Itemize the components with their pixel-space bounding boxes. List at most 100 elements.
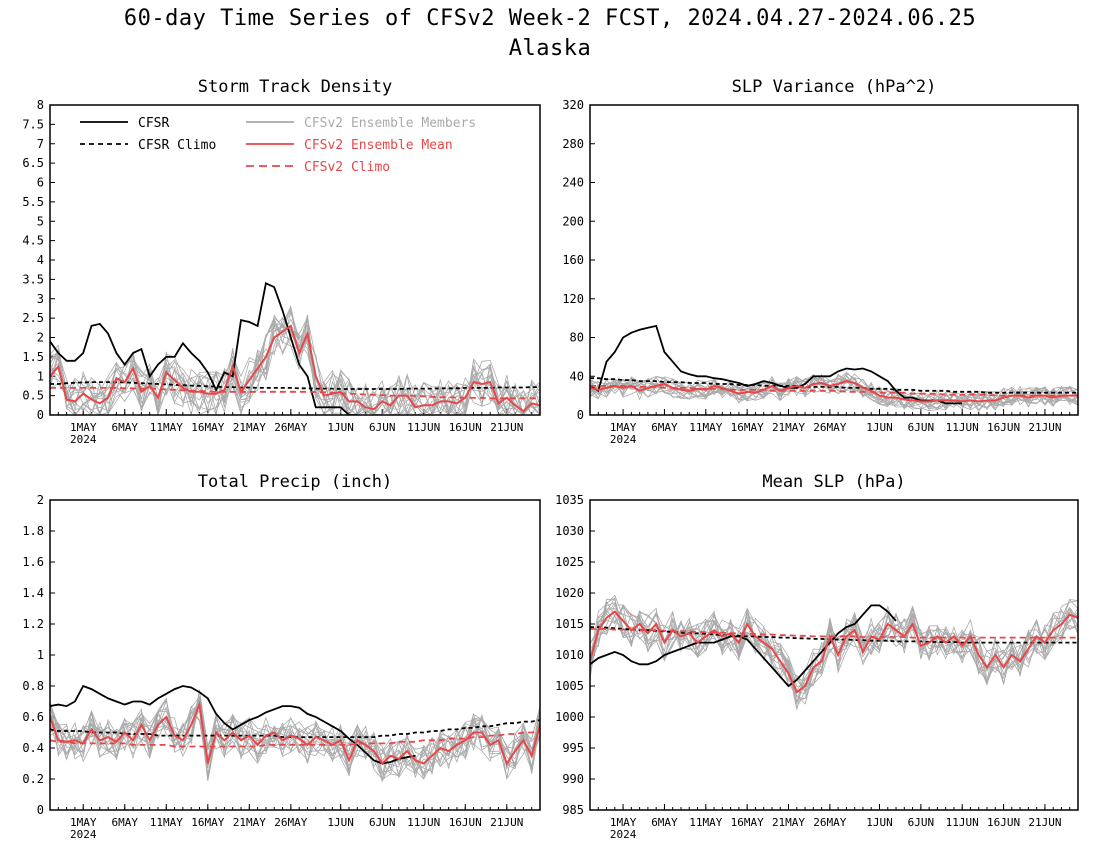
x-tick-label: 1JUN bbox=[866, 816, 893, 829]
y-tick-label: 1015 bbox=[555, 617, 584, 631]
panel-title: Total Precip (inch) bbox=[198, 472, 392, 492]
plot-frame bbox=[589, 499, 1079, 811]
y-tick-label: 120 bbox=[562, 292, 584, 306]
y-tick-label: 40 bbox=[570, 369, 584, 383]
ensemble-member-line bbox=[50, 318, 540, 415]
x-tick-label: 6MAY bbox=[111, 421, 138, 434]
y-tick-label: 1000 bbox=[555, 710, 584, 724]
cfsr-line bbox=[590, 324, 963, 405]
x-tick-label: 21MAY bbox=[233, 816, 266, 829]
ensemble-member-line bbox=[590, 376, 1078, 409]
x-tick-label: 6MAY bbox=[111, 816, 138, 829]
x-tick-label: 11MAY bbox=[689, 421, 722, 434]
x-tick-label: 6JUN bbox=[369, 421, 396, 434]
cfsr-line bbox=[590, 604, 897, 688]
x-tick-label: 21JUN bbox=[490, 421, 523, 434]
cfsv2-climo-line bbox=[50, 730, 540, 748]
x-tick-label: 1JUN bbox=[327, 816, 354, 829]
x-tick-label: 11JUN bbox=[407, 421, 440, 434]
ensemble-member-line bbox=[590, 374, 1078, 411]
cfsv2-ensemble-mean-line bbox=[590, 610, 1078, 694]
cfsr-climo-line bbox=[50, 381, 540, 390]
y-tick-label: 160 bbox=[562, 253, 584, 267]
ensemble-member-line bbox=[50, 305, 540, 415]
y-tick-label: 0 bbox=[37, 803, 44, 817]
x-tick-label: 11MAY bbox=[150, 816, 183, 829]
y-tick-label: 80 bbox=[570, 331, 584, 345]
y-tick-label: 1005 bbox=[555, 679, 584, 693]
y-tick-label: 2 bbox=[37, 331, 44, 345]
y-tick-label: 0 bbox=[37, 408, 44, 422]
y-tick-label: 995 bbox=[562, 741, 584, 755]
x-tick-label: 21JUN bbox=[490, 816, 523, 829]
x-year-label: 2024 bbox=[70, 828, 97, 841]
x-tick-label: 26MAY bbox=[274, 816, 307, 829]
x-tick-label: 1MAY bbox=[610, 421, 637, 434]
cfsv2-climo-line bbox=[590, 384, 1078, 397]
y-tick-label: 320 bbox=[562, 98, 584, 112]
chart-panel-2: SLP Variance (hPa^2) 0 40 80 120 160 200 240 280… bbox=[562, 77, 1079, 446]
x-tick-label: 1MAY bbox=[70, 421, 97, 434]
y-tick-label: 4 bbox=[37, 253, 44, 267]
plot-frame bbox=[49, 104, 541, 416]
cfsv2-climo-line bbox=[50, 386, 540, 400]
y-tick-label: 1.8 bbox=[22, 524, 44, 538]
y-tick-label: 7.5 bbox=[22, 117, 44, 131]
x-tick-label: 11JUN bbox=[946, 421, 979, 434]
ensemble-member-line bbox=[50, 689, 540, 778]
chart-panel-3: Total Precip (inch) 0 0.2 0.4 0.6 0.8 1 1.2 1.4 1… bbox=[22, 472, 541, 841]
x-tick-label: 21MAY bbox=[772, 421, 805, 434]
x-year-label: 2024 bbox=[610, 433, 637, 446]
plot-area bbox=[50, 282, 540, 415]
legend-label: CFSv2 Ensemble Mean bbox=[304, 138, 453, 153]
y-tick-label: 2 bbox=[37, 493, 44, 507]
x-tick-label: 16MAY bbox=[191, 421, 224, 434]
x-tick-label: 6JUN bbox=[908, 421, 935, 434]
y-tick-label: 1.2 bbox=[22, 617, 44, 631]
y-tick-label: 1030 bbox=[555, 524, 584, 538]
y-tick-label: 3.5 bbox=[22, 272, 44, 286]
x-tick-label: 11MAY bbox=[689, 816, 722, 829]
plot-area bbox=[590, 324, 1078, 412]
cfsr-line bbox=[50, 684, 416, 765]
x-tick-label: 1JUN bbox=[866, 421, 893, 434]
y-tick-label: 5.5 bbox=[22, 195, 44, 209]
x-tick-label: 11MAY bbox=[150, 421, 183, 434]
legend-label: CFSv2 Climo bbox=[304, 160, 390, 175]
legend-label: CFSR bbox=[138, 116, 169, 131]
x-tick-label: 21JUN bbox=[1028, 421, 1061, 434]
y-tick-label: 2.5 bbox=[22, 311, 44, 325]
y-tick-label: 240 bbox=[562, 176, 584, 190]
cfsv2-climo-line bbox=[590, 628, 1078, 639]
y-tick-label: 200 bbox=[562, 214, 584, 228]
x-tick-label: 1JUN bbox=[327, 421, 354, 434]
cfsv2-ensemble-mean-line bbox=[50, 324, 540, 413]
figure-title-line1: 60-day Time Series of CFSv2 Week-2 FCST,… bbox=[123, 6, 977, 31]
legend-label: CFSv2 Ensemble Members bbox=[304, 116, 476, 131]
x-year-label: 2024 bbox=[70, 433, 97, 446]
y-tick-label: 1.6 bbox=[22, 555, 44, 569]
y-tick-label: 1 bbox=[37, 369, 44, 383]
x-tick-label: 11JUN bbox=[946, 816, 979, 829]
y-tick-label: 1.4 bbox=[22, 586, 44, 600]
y-tick-label: 1035 bbox=[555, 493, 584, 507]
cfsr-climo-line bbox=[590, 626, 1078, 644]
ensemble-member-line bbox=[50, 316, 540, 415]
figure-title-line2: Alaska bbox=[508, 36, 592, 61]
cfsr-line bbox=[50, 282, 358, 415]
plot-area bbox=[590, 594, 1078, 710]
x-tick-label: 26MAY bbox=[274, 421, 307, 434]
x-tick-label: 16JUN bbox=[449, 421, 482, 434]
y-tick-label: 6 bbox=[37, 176, 44, 190]
cfsv2-ensemble-mean-line bbox=[50, 700, 540, 766]
x-tick-label: 21JUN bbox=[1028, 816, 1061, 829]
x-tick-label: 6MAY bbox=[651, 816, 678, 829]
y-tick-label: 1025 bbox=[555, 555, 584, 569]
y-tick-label: 0.4 bbox=[22, 741, 44, 755]
y-tick-label: 990 bbox=[562, 772, 584, 786]
x-tick-label: 1MAY bbox=[70, 816, 97, 829]
x-tick-label: 11JUN bbox=[407, 816, 440, 829]
x-tick-label: 16JUN bbox=[449, 816, 482, 829]
x-tick-label: 16MAY bbox=[191, 816, 224, 829]
y-tick-label: 0 bbox=[577, 408, 584, 422]
